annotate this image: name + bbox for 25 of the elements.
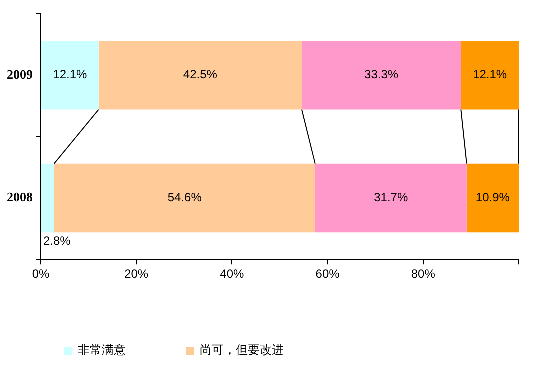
data-label: 12.1%: [473, 68, 508, 82]
bar: [302, 41, 462, 110]
y-tick-label: 2008: [7, 190, 34, 205]
data-label: 42.5%: [183, 68, 218, 82]
x-tick-label: 0%: [32, 267, 50, 282]
data-label: 31.7%: [374, 190, 408, 205]
data-label: 10.9%: [476, 190, 510, 205]
x-tick-label: 80%: [411, 267, 436, 282]
bar: [461, 41, 519, 110]
x-tick-label: 40%: [220, 267, 245, 282]
data-label: 54.6%: [168, 190, 202, 205]
bar: [315, 164, 467, 233]
bar: [466, 164, 519, 233]
bar: [98, 41, 302, 110]
data-label: 33.3%: [364, 68, 399, 82]
x-tick-label: 60%: [316, 267, 340, 282]
legend-label: 尚可，但要改进: [200, 343, 284, 358]
bar: [42, 164, 54, 233]
data-label: 12.1%: [53, 68, 88, 82]
legend-label: 非常满意: [78, 343, 126, 358]
bar: [54, 164, 316, 233]
y-tick-label: 2009: [7, 66, 34, 82]
data-label: 2.8%: [44, 234, 72, 248]
x-tick-label: 20%: [124, 267, 149, 282]
bar: [42, 41, 99, 110]
